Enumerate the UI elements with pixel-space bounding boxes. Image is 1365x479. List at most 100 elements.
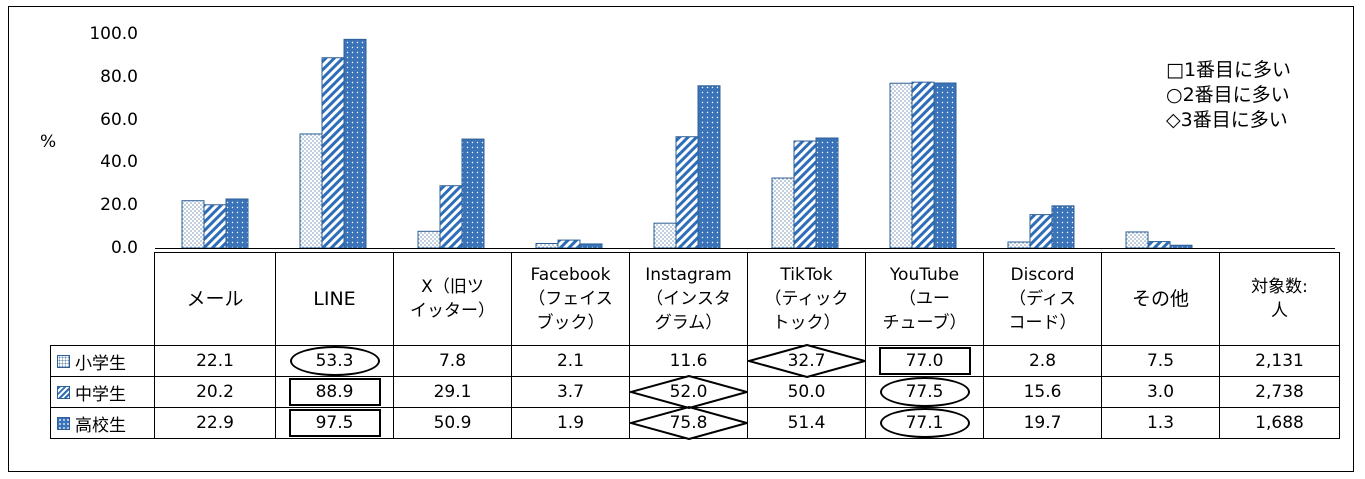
bar-solid-1	[343, 38, 367, 249]
data-label: 32.7	[787, 351, 826, 371]
data-label: 20.2	[196, 382, 234, 402]
bar-dots-7	[1007, 241, 1031, 249]
table-cell: 1.3	[1101, 407, 1220, 439]
bar-solid-8	[1169, 244, 1193, 249]
table-cell: 19.7	[983, 407, 1102, 439]
bar-solid-4	[697, 85, 721, 249]
bar-dots-1	[299, 133, 323, 249]
bar-hatch-7	[1029, 214, 1053, 249]
legend-rank-3: ◇3番目に多い	[1166, 109, 1288, 131]
bar-dots-6	[889, 82, 913, 249]
bar-solid-0	[225, 198, 249, 249]
table-cell: 3.0	[1101, 376, 1220, 408]
y-tick-label: 20.0	[100, 195, 138, 216]
table-cell: 7.5	[1101, 345, 1220, 377]
data-label: 3.0	[1146, 382, 1175, 402]
bar-dots-5	[771, 177, 795, 249]
series-label: 中学生	[50, 376, 155, 408]
data-label: 77.1	[905, 413, 944, 433]
table-cell: 1.9	[511, 407, 630, 439]
data-label: 19.7	[1023, 413, 1062, 433]
data-label: 1.9	[556, 413, 585, 433]
bars-group	[181, 38, 1193, 249]
category-header: TikTok （ティック トック）	[747, 252, 866, 346]
bar-hatch-4	[675, 136, 699, 249]
data-label: 88.9	[315, 382, 354, 402]
bar-hatch-3	[557, 239, 581, 249]
category-header: YouTube （ユー チューブ）	[865, 252, 984, 346]
rank-1-marker	[878, 347, 971, 375]
legend-swatch	[57, 355, 70, 368]
series-label: 高校生	[50, 407, 155, 439]
data-label: 3.7	[556, 382, 585, 402]
bar-solid-3	[579, 243, 603, 249]
rank-legend: □1番目に多い ○2番目に多い ◇3番目に多い	[1166, 58, 1291, 133]
legend-swatch	[57, 417, 70, 430]
series-name: 高校生	[75, 415, 126, 436]
table-cell: 32.7	[747, 344, 866, 378]
data-label: 22.1	[196, 351, 234, 371]
y-tick-label: 60.0	[100, 109, 138, 130]
category-header: メール	[154, 252, 276, 346]
table-row: 高校生 22.9 97.5 50.9 1.9 75.8 51.4 77.1 19.7 1.3 1,6…	[50, 406, 1340, 440]
category-header: その他	[1101, 252, 1220, 346]
count-cell: 2,131	[1219, 345, 1340, 377]
data-label: 50.0	[787, 382, 826, 402]
series-name: 中学生	[75, 384, 126, 405]
table-cell: 77.1	[865, 407, 984, 439]
data-label: 7.8	[438, 351, 467, 371]
bar-solid-2	[461, 138, 485, 249]
category-header: Facebook （フェイス ブック）	[511, 252, 630, 346]
bar-dots-8	[1125, 231, 1149, 249]
bar-solid-7	[1051, 205, 1075, 249]
table-cell: 50.9	[393, 407, 512, 439]
table-corner	[50, 252, 155, 346]
y-tick-label: 100.0	[89, 24, 138, 44]
y-tick-label: 40.0	[100, 152, 138, 173]
table-cell: 97.5	[275, 407, 394, 439]
data-label: 77.5	[905, 382, 944, 402]
bar-dots-3	[535, 243, 559, 249]
data-label: 50.9	[433, 413, 472, 433]
data-label: 22.9	[196, 413, 234, 433]
table-cell: 88.9	[275, 376, 394, 408]
category-header: 対象数: 人	[1219, 252, 1340, 346]
table-cell: 51.4	[747, 407, 866, 439]
rank-2-marker	[879, 408, 970, 438]
data-label: 29.1	[433, 382, 472, 402]
rank-3-marker	[629, 375, 748, 409]
table-cell: 7.8	[393, 345, 512, 377]
data-label: 52.0	[669, 382, 708, 402]
data-label: 75.8	[669, 413, 708, 433]
chart-frame	[8, 6, 1354, 472]
data-label: 1.3	[1146, 413, 1175, 433]
category-header: Discord （ディス コード）	[983, 252, 1102, 346]
legend-swatch	[57, 386, 70, 399]
table-cell: 11.6	[629, 345, 748, 377]
table-cell: 50.0	[747, 376, 866, 408]
table-cell: 2.8	[983, 345, 1102, 377]
table-cell: 52.0	[629, 375, 748, 409]
y-tick-label: 80.0	[100, 66, 138, 87]
data-label: 15.6	[1023, 382, 1062, 402]
series-label: 小学生	[50, 345, 155, 377]
rank-2-marker	[289, 346, 380, 376]
y-axis-label: %	[40, 132, 57, 152]
data-label: 11.6	[669, 351, 708, 371]
bar-hatch-1	[321, 57, 345, 249]
data-label: 53.3	[315, 351, 354, 371]
category-header: Instagram （インスタ グラム）	[629, 252, 748, 346]
table-cell: 3.7	[511, 376, 630, 408]
bar-hatch-2	[439, 185, 463, 249]
category-header: LINE	[275, 252, 394, 346]
table-cell: 77.5	[865, 376, 984, 408]
bar-hatch-0	[203, 204, 227, 249]
rank-2-marker	[879, 377, 970, 407]
rank-3-marker	[747, 344, 866, 378]
data-label: 97.5	[315, 413, 354, 433]
data-label: 2.8	[1028, 351, 1057, 371]
table-cell: 15.6	[983, 376, 1102, 408]
legend-rank-2: ○2番目に多い	[1166, 84, 1290, 106]
table-cell: 75.8	[629, 406, 748, 440]
table-cell: 2.1	[511, 345, 630, 377]
